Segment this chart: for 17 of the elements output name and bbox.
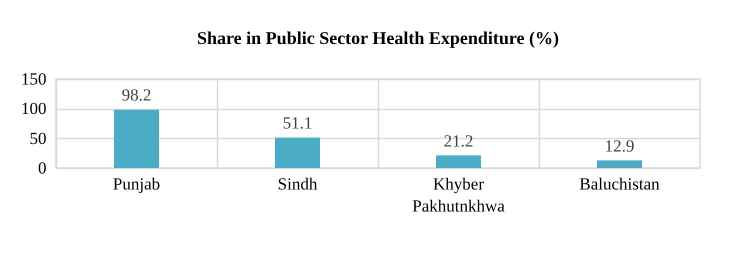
y-tick-label: 100 (21, 99, 46, 118)
chart-title: Share in Public Sector Health Expenditure (%) (196, 28, 560, 48)
y-tick-label: 150 (21, 70, 46, 88)
data-label: 21.2 (444, 131, 474, 150)
bar (596, 160, 642, 168)
data-label: 98.2 (122, 86, 152, 105)
y-tick-label: 0 (38, 158, 46, 178)
x-tick-label: Baluchistan (579, 174, 660, 194)
x-tick-label: Khyber Pakhutnkhwa (412, 174, 506, 216)
bar (436, 155, 482, 168)
data-label: 12.9 (604, 136, 634, 156)
data-label: 51.1 (282, 114, 312, 133)
x-tick-label: Sindh (278, 174, 318, 194)
y-tick-label: 50 (30, 128, 46, 148)
bar (274, 138, 320, 168)
x-tick-label: Punjab (112, 174, 160, 194)
bar (114, 110, 160, 168)
